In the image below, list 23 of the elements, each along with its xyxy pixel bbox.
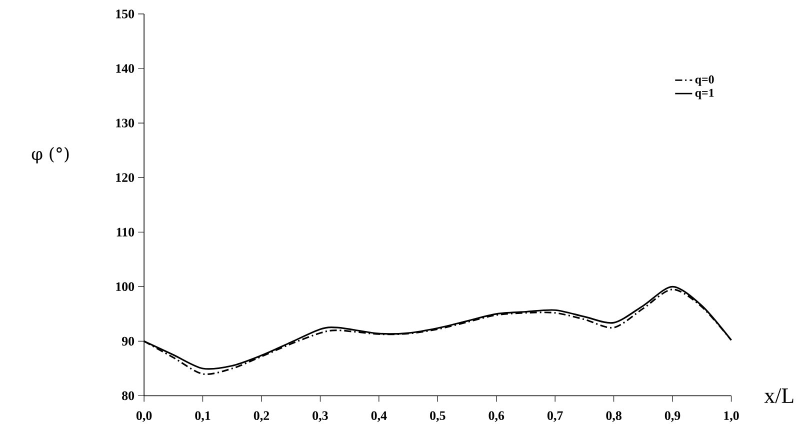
y-tick-label: 150 [116,10,134,19]
x-tick-label: 0,1 [195,411,210,422]
y-tick-label: 110 [116,228,134,237]
x-tick-label: 1,0 [724,411,739,422]
y-axis-title: φ (°) [32,147,69,164]
x-tick-label: 0,8 [606,411,622,422]
legend-label: q=0 [695,76,714,86]
x-tick-label: 0,2 [254,411,270,422]
y-tick-label: 140 [116,64,134,74]
y-tick-label: 120 [116,173,134,182]
y-tick-label: 90 [122,337,134,346]
x-tick-label: 0,4 [371,411,387,422]
y-tick-label: 100 [116,282,134,292]
x-tick-label: 0,9 [664,411,680,422]
y-tick-label: 130 [116,118,134,128]
x-tick-label: 0,7 [547,411,563,422]
x-tick-label: 0,0 [136,411,152,422]
x-tick-label: 0,3 [312,411,328,422]
x-axis-title: x/L [764,388,794,404]
legend-label: q=1 [695,89,714,100]
y-tick-label: 80 [122,392,134,400]
x-tick-label: 0,5 [430,411,446,422]
x-tick-label: 0,6 [488,411,504,422]
